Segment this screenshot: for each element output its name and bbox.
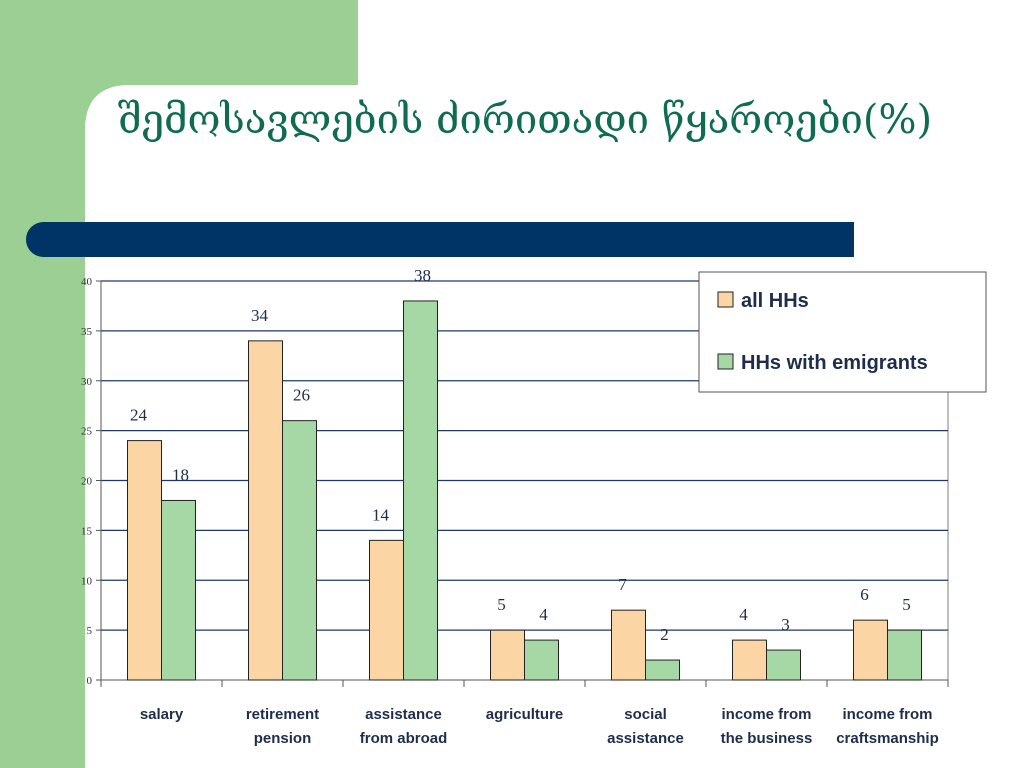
data-label: 4 — [739, 605, 748, 624]
category-label: pension — [254, 730, 312, 747]
data-label: 2 — [660, 625, 669, 644]
data-label: 34 — [251, 306, 269, 325]
data-label: 6 — [860, 585, 869, 604]
category-label: income from — [721, 706, 811, 723]
data-label: 24 — [130, 406, 148, 425]
bar-hhs-with-emigrants — [161, 499, 196, 681]
y-tick-label: 5 — [87, 625, 93, 637]
data-label: 38 — [414, 266, 431, 285]
bar-all-hhs — [127, 440, 162, 681]
y-tick-label: 20 — [81, 476, 93, 488]
data-label: 14 — [372, 505, 390, 524]
category-label: assistance — [607, 730, 684, 747]
top-white-area — [358, 0, 1024, 85]
bar-all-hhs — [369, 539, 404, 681]
legend-swatch — [717, 291, 734, 308]
category-label: income from — [842, 706, 932, 723]
bar-all-hhs — [853, 619, 888, 681]
y-tick-label: 0 — [87, 675, 93, 687]
bar-hhs-with-emigrants — [403, 300, 438, 681]
legend-swatch — [717, 353, 734, 370]
slide-title: შემოსავლების ძირითადი წყაროები(%) — [117, 97, 933, 143]
category-label: agriculture — [486, 706, 564, 723]
bar-all-hhs — [490, 629, 525, 681]
y-tick-label: 35 — [81, 326, 93, 338]
y-tick-label: 40 — [81, 276, 93, 288]
category-label: craftsmanship — [836, 730, 939, 747]
y-tick-label: 10 — [81, 575, 93, 587]
category-label: assistance — [365, 706, 442, 723]
legend-label: HHs with emigrants — [741, 352, 928, 374]
category-label: social — [624, 706, 667, 723]
data-label: 18 — [172, 465, 189, 484]
bar-all-hhs — [248, 340, 283, 681]
bar-hhs-with-emigrants — [282, 420, 317, 681]
data-label: 5 — [902, 595, 911, 614]
category-label: retirement — [246, 706, 319, 723]
title-decoration-bar — [26, 222, 854, 257]
category-label: the business — [721, 730, 813, 747]
data-label: 4 — [539, 605, 548, 624]
data-label: 7 — [618, 575, 627, 594]
y-tick-label: 30 — [81, 376, 93, 388]
panel-corner-curve — [85, 85, 130, 130]
y-tick-label: 25 — [81, 426, 93, 438]
bar-hhs-with-emigrants — [887, 629, 922, 681]
bar-hhs-with-emigrants — [524, 639, 559, 681]
y-tick-label: 15 — [81, 525, 93, 537]
category-label: from abroad — [360, 730, 448, 747]
bar-hhs-with-emigrants — [766, 649, 801, 681]
bar-all-hhs — [611, 609, 646, 681]
legend-label: all HHs — [741, 290, 809, 312]
legend-box — [698, 271, 987, 393]
data-label: 5 — [497, 595, 506, 614]
category-label: salary — [140, 706, 184, 723]
bar-hhs-with-emigrants — [645, 659, 680, 681]
data-label: 26 — [293, 386, 310, 405]
bar-all-hhs — [732, 639, 767, 681]
data-label: 3 — [781, 615, 790, 634]
